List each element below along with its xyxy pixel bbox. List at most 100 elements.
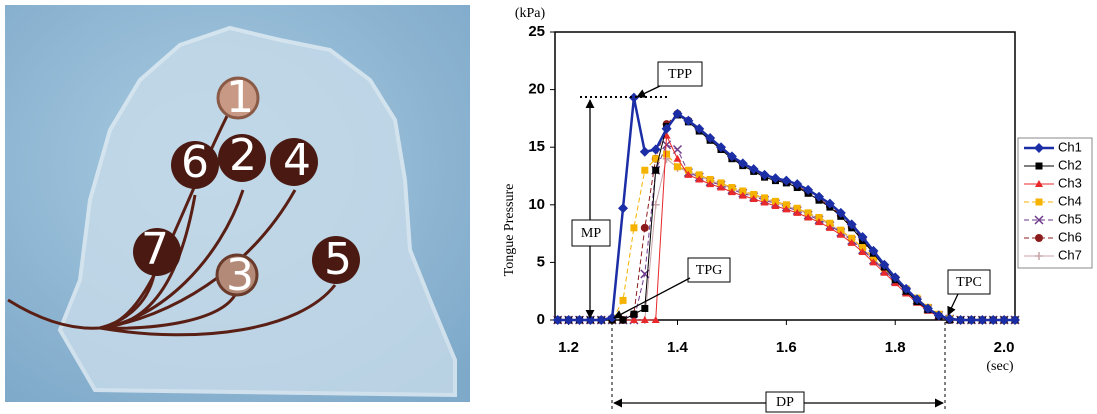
point: [727, 188, 736, 196]
legend-label: Ch5: [1058, 211, 1082, 226]
annotation-box: [657, 61, 703, 87]
point: [750, 190, 758, 198]
point: [1034, 215, 1044, 225]
point: [835, 207, 846, 218]
point: [759, 169, 770, 180]
y-tick-label: 5: [537, 253, 545, 270]
point: [782, 205, 791, 213]
point: [901, 283, 912, 294]
point: [1035, 252, 1043, 260]
point: [737, 158, 748, 169]
point: [619, 296, 627, 304]
legend-label: Ch1: [1058, 139, 1082, 154]
point: [563, 315, 574, 325]
point: [661, 123, 672, 134]
y-tick-label: 0: [537, 311, 545, 328]
point: [825, 223, 834, 231]
point: [804, 209, 812, 217]
point: [640, 316, 649, 323]
annotation: TPP: [668, 67, 692, 82]
point: [760, 198, 769, 206]
point: [846, 219, 857, 230]
arrow: [947, 293, 959, 316]
point: [630, 310, 638, 318]
legend-label: Ch6: [1058, 229, 1082, 244]
chart: 0 5 10 15 20 25 1.2 1.4 1.6 1.8 2.0 (kPa) (sec) Tongu…: [502, 6, 1093, 413]
point: [705, 132, 716, 143]
point: [804, 213, 813, 221]
point: [1035, 234, 1043, 242]
y-tick-label: 20: [528, 81, 545, 98]
sensors: [133, 76, 360, 297]
point: [999, 315, 1010, 325]
y-tick-label: 10: [528, 196, 545, 213]
point: [1035, 198, 1043, 206]
point: [848, 234, 856, 242]
point: [683, 115, 694, 126]
point: [793, 204, 801, 212]
point: [880, 268, 889, 276]
point: [761, 194, 769, 202]
legend-label: Ch4: [1058, 193, 1082, 208]
point: [869, 254, 877, 262]
y-tick-label: 25: [528, 23, 545, 40]
point: [673, 154, 682, 162]
annotation: DP: [776, 395, 794, 410]
point: [824, 198, 835, 209]
point: [803, 184, 814, 195]
point: [749, 195, 758, 203]
point: [966, 315, 977, 325]
point: [782, 201, 790, 209]
legend-label: Ch3: [1058, 175, 1082, 190]
arrow: [613, 277, 691, 319]
point: [596, 315, 607, 325]
point: [552, 315, 563, 325]
point: [684, 166, 692, 174]
y-tick-label: 15: [528, 138, 545, 155]
point: [652, 155, 660, 163]
point: [652, 166, 660, 174]
point: [857, 232, 868, 243]
point: [781, 175, 792, 186]
point: [639, 146, 650, 157]
x-tick-label: 2.0: [994, 339, 1015, 356]
point: [1034, 143, 1044, 153]
point: [770, 173, 781, 184]
point: [673, 163, 681, 171]
x-tick-label: 1.2: [558, 339, 579, 356]
x-tick-label: 1.4: [667, 339, 689, 356]
point: [641, 166, 649, 174]
legend-label: Ch2: [1058, 157, 1082, 172]
y-axis-title: Tongue Pressure: [502, 184, 517, 277]
point: [663, 150, 671, 158]
point: [629, 316, 638, 323]
point: [771, 201, 780, 209]
sensor-label: 5: [324, 234, 352, 285]
point: [738, 191, 747, 199]
point: [748, 164, 759, 175]
point: [912, 294, 923, 305]
point: [706, 175, 714, 183]
point: [651, 316, 660, 323]
annotation-box: [687, 257, 731, 283]
sensor-label: 2: [229, 130, 257, 181]
point: [1010, 315, 1020, 325]
point: [836, 230, 845, 238]
x-tick-label: 1.8: [885, 339, 906, 356]
sensor-label: 4: [283, 135, 311, 186]
point: [641, 304, 649, 312]
point: [793, 208, 802, 216]
arrow: [636, 85, 661, 98]
point: [815, 213, 823, 221]
annotation: TPG: [696, 263, 722, 278]
point: [726, 151, 737, 162]
point: [650, 144, 661, 155]
point: [684, 170, 693, 178]
legend-box: [1017, 137, 1093, 269]
point: [706, 180, 715, 188]
point: [640, 223, 649, 232]
annotation-box: [765, 391, 805, 413]
point: [988, 315, 999, 325]
x-unit: (sec): [986, 359, 1014, 374]
